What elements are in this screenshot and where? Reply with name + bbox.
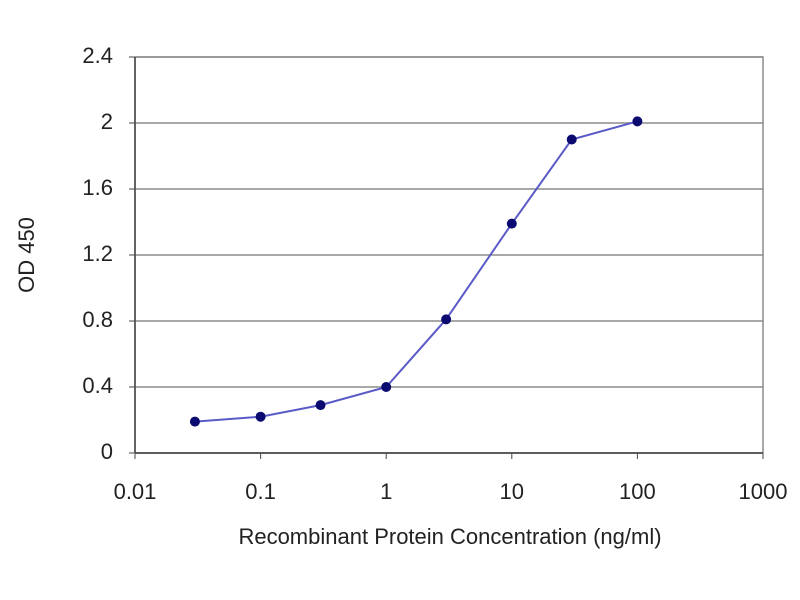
y-tick-label: 2.4 [82, 43, 113, 68]
y-axis-label: OD 450 [14, 217, 39, 293]
marker [566, 134, 577, 145]
x-tick-label: 10 [500, 479, 524, 504]
x-tick-label: 1 [380, 479, 392, 504]
marker [189, 416, 200, 427]
y-tick-label: 1.2 [82, 241, 113, 266]
series-line [194, 120, 638, 423]
y-tick-label: 1.6 [82, 175, 113, 200]
x-tick-label: 100 [619, 479, 656, 504]
marker [632, 116, 643, 127]
marker [255, 411, 266, 422]
y-tick-label: 0 [101, 439, 113, 464]
y-tick-label: 2 [101, 109, 113, 134]
x-axis-label: Recombinant Protein Concentration (ng/ml… [238, 524, 661, 549]
marker [315, 400, 326, 411]
marker [381, 382, 392, 392]
x-tick-label: 1000 [739, 479, 788, 504]
x-tick-label: 0.01 [114, 479, 157, 504]
marker [441, 314, 452, 325]
y-tick-label: 0.8 [82, 307, 113, 332]
y-tick-label: 0.4 [82, 373, 113, 398]
x-tick-label: 0.1 [245, 479, 276, 504]
marker [506, 218, 517, 229]
